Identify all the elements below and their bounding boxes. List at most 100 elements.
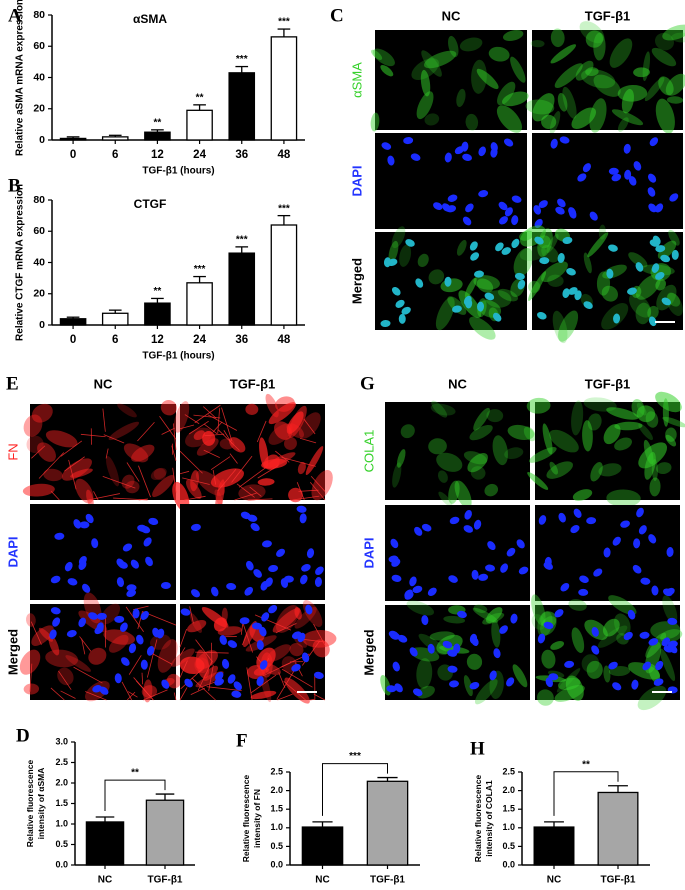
column-label: NC — [442, 8, 461, 23]
x-axis-label: TGF-β1 (hours) — [142, 351, 214, 362]
row-label: COLA1 — [361, 430, 376, 473]
x-tick-label: NC — [547, 875, 561, 885]
y-axis-label: intensity of COLA1 — [484, 780, 494, 857]
y-tick-label: 60 — [33, 225, 45, 237]
x-tick-label: 0 — [70, 149, 76, 161]
row-label: Merged — [5, 629, 20, 675]
bar — [302, 827, 342, 865]
y-tick-label: 0.0 — [502, 859, 515, 869]
bar — [187, 283, 212, 325]
micrograph — [525, 17, 685, 136]
panel-letter: H — [470, 738, 485, 759]
micrograph — [369, 28, 530, 137]
micrograph — [375, 224, 537, 343]
y-tick-label: 80 — [33, 194, 45, 206]
chart-title: CTGF — [134, 197, 167, 211]
x-tick-label: TGF-β1 — [148, 875, 183, 885]
y-tick-label: 2.5 — [502, 766, 515, 776]
micrograph — [385, 505, 530, 601]
y-tick-label: 2.0 — [55, 777, 68, 787]
column-label: NC — [94, 376, 113, 391]
y-tick-label: 2.0 — [502, 785, 515, 795]
column-label: NC — [448, 376, 467, 391]
y-tick-label: 0.5 — [270, 841, 283, 851]
row-label: Merged — [349, 258, 364, 304]
bar — [60, 138, 85, 140]
column-label: TGF-β1 — [585, 8, 631, 23]
row-label: αSMA — [349, 62, 364, 98]
y-tick-label: 1.0 — [502, 822, 515, 832]
micrograph — [30, 504, 176, 600]
micrograph — [20, 398, 179, 509]
column-label: TGF-β1 — [230, 376, 276, 391]
row-label: Merged — [361, 629, 376, 675]
significance-label: ** — [582, 759, 590, 770]
x-tick-label: 24 — [193, 334, 206, 346]
x-tick-label: NC — [98, 875, 112, 885]
x-tick-label: 24 — [193, 149, 206, 161]
x-tick-label: 12 — [151, 334, 164, 346]
x-tick-label: NC — [315, 875, 329, 885]
bar — [146, 800, 183, 865]
x-axis-label: TGF-β1 (hours) — [142, 166, 214, 177]
y-tick-label: 0 — [39, 134, 45, 146]
column-label: TGF-β1 — [585, 376, 631, 391]
bar — [103, 137, 128, 140]
panel-letter: E — [6, 373, 19, 394]
significance-label: ** — [196, 92, 204, 103]
significance-label: *** — [236, 235, 248, 246]
x-tick-label: 12 — [151, 149, 164, 161]
y-tick-label: 40 — [33, 256, 45, 268]
y-tick-label: 40 — [33, 71, 45, 83]
x-tick-label: 48 — [278, 149, 291, 161]
bar — [271, 37, 296, 140]
significance-label: ** — [154, 117, 162, 128]
y-axis-label: Relative fluorescence — [241, 775, 251, 863]
x-tick-label: TGF-β1 — [601, 875, 636, 885]
bar — [534, 827, 574, 865]
significance-label: *** — [278, 203, 290, 214]
micrograph — [528, 591, 684, 714]
row-label: DAPI — [349, 165, 364, 196]
significance-label: ** — [131, 768, 139, 779]
micrograph — [180, 504, 325, 600]
bar — [103, 313, 128, 325]
y-tick-label: 2.5 — [55, 757, 68, 767]
bar — [145, 303, 170, 325]
y-tick-label: 2.5 — [270, 766, 283, 776]
bar — [86, 822, 123, 865]
panel-letter: D — [16, 725, 30, 746]
panel-letter: F — [236, 730, 248, 751]
y-tick-label: 1.5 — [502, 804, 515, 814]
y-tick-label: 0.0 — [55, 859, 68, 869]
significance-label: ** — [154, 286, 162, 297]
significance-label: *** — [194, 264, 206, 275]
y-tick-label: 1.5 — [55, 798, 68, 808]
y-tick-label: 60 — [33, 40, 45, 52]
x-tick-label: 0 — [70, 334, 76, 346]
micrograph — [516, 221, 685, 345]
row-label: DAPI — [5, 536, 20, 567]
y-tick-label: 1.5 — [270, 804, 283, 814]
significance-label: *** — [236, 54, 248, 65]
nucleus — [399, 314, 406, 324]
x-tick-label: TGF-β1 — [370, 875, 405, 885]
panel-letter: C — [330, 5, 344, 26]
cell-stain — [245, 404, 258, 415]
micrograph — [532, 133, 683, 230]
y-tick-label: 1.0 — [270, 822, 283, 832]
micrograph — [378, 597, 530, 707]
y-tick-label: 0.5 — [502, 841, 515, 851]
significance-label: *** — [278, 17, 290, 28]
micrograph — [525, 388, 685, 508]
micrograph-background — [375, 133, 527, 229]
y-tick-label: 3.0 — [55, 736, 68, 746]
x-tick-label: 36 — [235, 149, 248, 161]
bar — [187, 110, 212, 140]
y-tick-label: 20 — [33, 103, 45, 115]
y-tick-label: 0.0 — [270, 859, 283, 869]
y-tick-label: 0.5 — [55, 839, 68, 849]
y-axis-label: Relative fluorescence — [25, 760, 35, 848]
y-axis-label: Relative aSMA mRNA expression — [15, 0, 26, 156]
